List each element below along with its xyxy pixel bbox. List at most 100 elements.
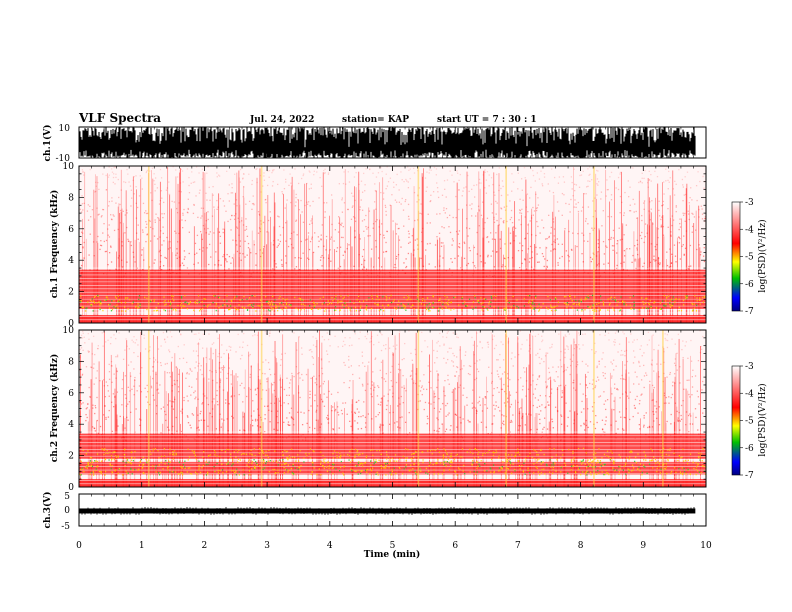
spectrogram-speckle <box>319 176 321 179</box>
spectrogram-hotspot <box>512 295 514 298</box>
spectrogram-speckle <box>132 341 135 343</box>
spectrogram-speckle <box>365 225 367 228</box>
spectrogram-hotspot <box>397 303 399 306</box>
spectrogram-speckle <box>117 178 119 181</box>
spectrogram-hotspot <box>125 296 127 299</box>
spectrogram-speckle <box>174 230 176 232</box>
spectrogram-speckle <box>613 400 615 402</box>
spectrogram-hotspot <box>547 308 549 310</box>
spectrogram-speckle <box>484 221 486 224</box>
spectrogram-speckle <box>599 395 602 397</box>
spectrogram-speckle <box>473 265 476 267</box>
ch1-waveform-ticks <box>78 126 707 159</box>
spectrogram-speckle <box>564 384 567 387</box>
spectrogram-speckle <box>572 232 574 234</box>
spectrogram-speckle <box>408 169 410 171</box>
spectrogram-speckle <box>524 258 526 260</box>
spectrogram-speckle <box>95 377 97 379</box>
spectrogram-speckle <box>602 210 604 212</box>
spectrogram-hotspot <box>598 302 600 304</box>
spectrogram-speckle <box>542 227 545 229</box>
spectrogram-speckle <box>308 349 311 351</box>
spectrogram-speckle <box>320 234 322 236</box>
spectrogram-speckle <box>503 371 506 373</box>
spectrogram-speckle <box>457 233 459 235</box>
spectrogram-speckle <box>515 391 518 394</box>
spectrogram-speckle <box>82 246 84 248</box>
spectrogram-speckle <box>446 216 449 219</box>
spectrogram-speckle <box>591 227 593 229</box>
spectrogram-speckle <box>663 402 665 404</box>
spectrogram-hotspot <box>213 295 215 297</box>
spectrogram-speckle <box>617 389 619 391</box>
spectrogram-speckle <box>235 226 238 228</box>
spectrogram-hotspot <box>135 306 137 308</box>
spectrogram-speckle <box>166 167 169 170</box>
spectrogram-speckle <box>309 171 311 173</box>
spectrogram-speckle <box>398 363 400 366</box>
spectrogram-speckle <box>610 199 613 201</box>
spectrogram-speckle <box>636 239 638 241</box>
spectrogram-speckle <box>697 429 699 431</box>
spectrogram-speckle <box>181 170 184 172</box>
spectrogram-speckle <box>263 179 266 181</box>
spectrogram-hotspot <box>170 307 173 310</box>
spectrogram-hotspot <box>402 307 404 309</box>
spectrogram-hotspot <box>144 296 146 299</box>
spectrogram-speckle <box>152 377 154 380</box>
spectrogram-speckle <box>537 204 540 206</box>
spectrogram-speckle <box>445 362 447 364</box>
spectrogram-speckle <box>405 178 407 181</box>
spectrogram-speckle <box>485 179 488 181</box>
spectrogram-speckle <box>473 184 475 187</box>
spectrogram-sferic <box>657 183 659 323</box>
spectrogram-speckle <box>412 254 415 256</box>
spectrogram-speckle <box>208 358 211 360</box>
spectrogram-speckle <box>245 228 248 230</box>
spectrogram-speckle <box>448 383 450 385</box>
spectrogram-hotspot <box>535 295 537 298</box>
spectrogram-speckle <box>458 246 461 249</box>
spectrogram-speckle <box>280 353 283 355</box>
spectrogram-speckle <box>89 395 91 398</box>
spectrogram-speckle <box>146 234 148 236</box>
spectrogram-speckle <box>488 241 490 243</box>
spectrogram-speckle <box>343 361 345 364</box>
frequency-tick-label-6: 6 <box>68 225 74 235</box>
spectrogram-speckle <box>443 357 445 360</box>
spectrogram-speckle <box>367 383 369 385</box>
spectrogram-hotspot <box>150 300 152 303</box>
spectrogram-speckle <box>493 221 496 224</box>
spectrogram-speckle <box>480 214 483 216</box>
spectrogram-hotspot <box>215 305 217 307</box>
spectrogram-speckle <box>154 259 156 261</box>
spectrogram-speckle <box>663 392 666 394</box>
spectrogram-speckle <box>330 393 333 395</box>
spectrogram-speckle <box>704 217 706 220</box>
spectrogram-speckle <box>615 330 618 332</box>
spectrogram-hotspot <box>357 295 360 298</box>
spectrogram-speckle <box>266 184 269 187</box>
spectrogram-speckle <box>410 352 412 355</box>
spectrogram-speckle <box>232 417 235 419</box>
spectrogram-speckle <box>643 241 645 244</box>
spectrogram-speckle <box>584 333 586 335</box>
spectrogram-speckle <box>484 404 486 406</box>
spectrogram-speckle <box>658 200 660 202</box>
spectrogram-speckle <box>289 173 291 175</box>
spectrogram-hotspot <box>433 306 435 308</box>
spectrogram-hotspot <box>81 306 83 308</box>
spectrogram-speckle <box>201 168 204 170</box>
spectrogram-speckle <box>189 424 191 426</box>
spectrogram-sferic <box>312 215 313 323</box>
spectrogram-hotspot <box>669 303 671 306</box>
spectrogram-speckle <box>197 398 199 400</box>
spectrogram-speckle <box>373 344 375 346</box>
spectrogram-speckle <box>661 216 663 218</box>
spectrogram-speckle <box>660 363 662 365</box>
spectrogram-speckle <box>342 236 344 239</box>
spectrogram-speckle <box>468 421 470 423</box>
spectrogram-speckle <box>395 255 398 258</box>
spectrogram-speckle <box>476 345 478 347</box>
spectrogram-speckle <box>289 382 291 384</box>
